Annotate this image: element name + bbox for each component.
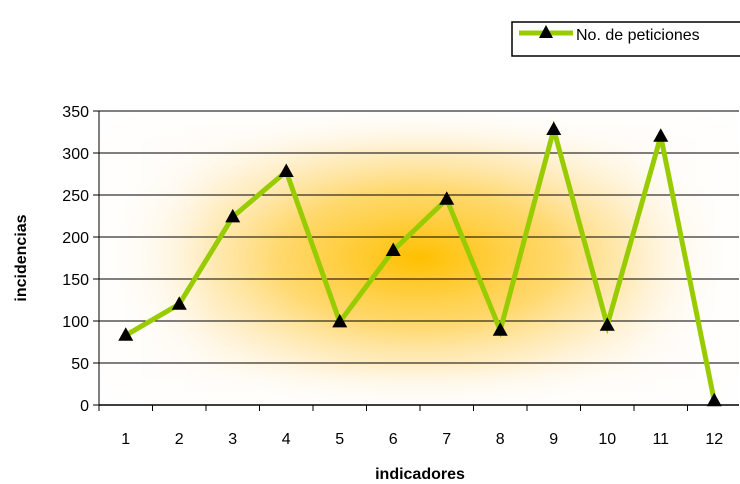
data-point-marker[interactable]: [385, 242, 401, 256]
x-tick-label: 7: [442, 431, 451, 448]
y-tick-label: 200: [62, 230, 89, 247]
legend[interactable]: No. de peticiones: [511, 21, 740, 57]
data-point-marker[interactable]: [171, 296, 187, 310]
x-tick-label: 6: [389, 431, 398, 448]
x-tick-label: 9: [549, 431, 558, 448]
x-tick-label: 10: [598, 431, 616, 448]
x-tick-label: 3: [228, 431, 237, 448]
x-tick-label: 8: [496, 431, 505, 448]
x-axis-ticks: 1 2 3 4 5 6 7 8 9 10 11 12: [98, 405, 723, 448]
x-tick-label: 5: [335, 431, 344, 448]
y-tick-label: 350: [62, 104, 89, 121]
data-point-marker[interactable]: [599, 317, 615, 331]
data-point-marker[interactable]: [118, 327, 134, 341]
y-tick-label: 50: [71, 356, 89, 373]
x-tick-label: 11: [652, 431, 669, 448]
data-point-marker[interactable]: [706, 392, 722, 407]
series-no-de-peticiones: [118, 119, 722, 407]
y-tick-label: 150: [62, 272, 89, 289]
legend-box: [511, 21, 740, 57]
plot-area: [99, 111, 739, 405]
data-point-marker[interactable]: [492, 322, 508, 336]
data-point-marker[interactable]: [278, 163, 294, 177]
data-point-marker[interactable]: [546, 121, 562, 135]
x-tick-label: 4: [282, 431, 291, 448]
data-point-marker[interactable]: [332, 313, 348, 328]
y-tick-label: 250: [62, 188, 89, 205]
y-tick-label: 300: [62, 146, 89, 163]
x-axis-title: indicadores: [375, 466, 465, 483]
x-tick-label: 1: [121, 431, 130, 448]
legend-label: No. de peticiones: [576, 27, 700, 44]
x-tick-label: 12: [705, 431, 723, 448]
y-tick-label: 100: [62, 314, 89, 331]
series-line: [124, 119, 717, 402]
data-point-marker[interactable]: [653, 128, 669, 142]
data-point-marker[interactable]: [225, 208, 241, 223]
y-tick-label: 0: [80, 398, 89, 415]
y-axis-ticks: 0 50 100 150 200 250 300 350: [62, 104, 99, 415]
y-axis-title: incidencias: [13, 214, 30, 301]
legend-triangle-icon: [539, 25, 553, 38]
x-tick-label: 2: [175, 431, 184, 448]
data-point-marker[interactable]: [439, 191, 455, 205]
